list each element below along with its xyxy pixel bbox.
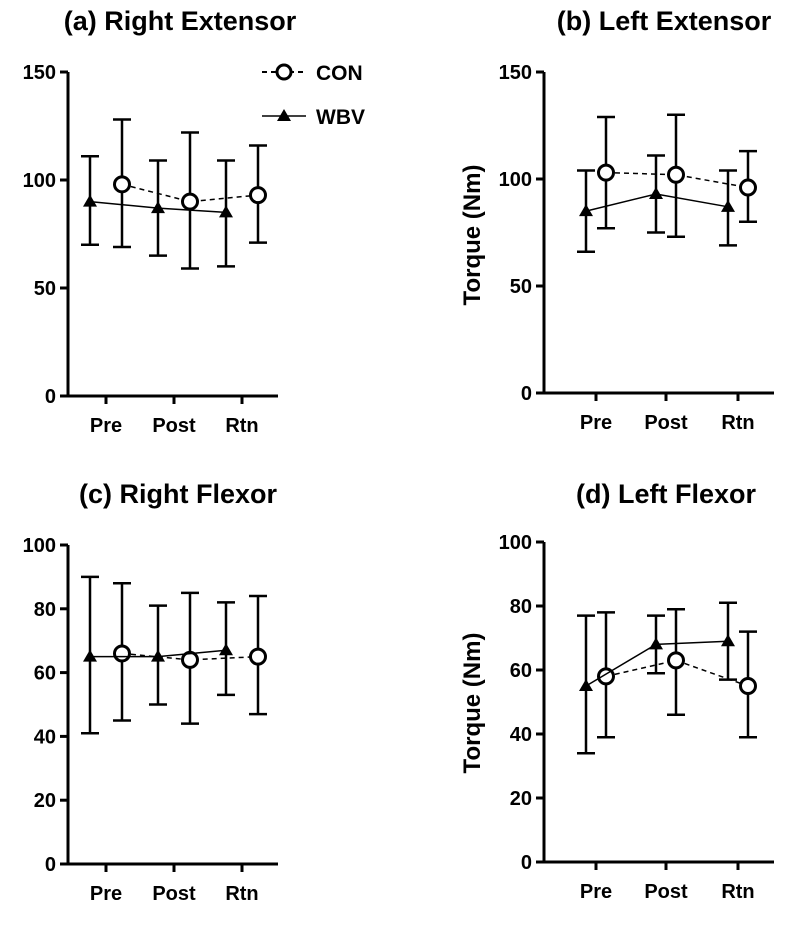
data-point-con <box>597 163 615 182</box>
x-tick-label: Post <box>152 883 196 905</box>
y-tick-label: 80 <box>510 596 532 618</box>
panel-title: (c) Right Flexor <box>79 479 277 509</box>
y-tick-label: 0 <box>45 854 56 876</box>
y-tick-label: 0 <box>521 383 532 405</box>
y-tick-label: 50 <box>510 276 532 298</box>
panel-title: (b) Left Extensor <box>557 6 772 36</box>
data-point-wbv <box>219 643 233 656</box>
data-point-wbv <box>649 637 663 650</box>
x-tick-label: Post <box>152 415 196 437</box>
x-tick-label: Pre <box>580 412 612 434</box>
x-tick-label: Post <box>644 881 688 903</box>
panel-right-extensor: (a) Right Extensor 0 50 100 150 Pre Post Rtn C… <box>23 6 365 437</box>
data-point-wbv <box>649 186 663 199</box>
data-point-con <box>667 165 685 184</box>
legend: CON WBV <box>262 62 365 129</box>
y-tick-label: 100 <box>23 535 56 557</box>
y-tick-label: 40 <box>34 726 56 748</box>
data-point-wbv <box>721 634 735 647</box>
x-tick-label: Pre <box>90 883 122 905</box>
plot-area: 0 20 40 60 80 100 Pre Post Rtn <box>23 535 278 905</box>
data-point-wbv <box>151 649 165 662</box>
data-point-con <box>181 192 199 211</box>
y-tick-label: 150 <box>23 62 56 84</box>
plot-area: 0 20 40 60 80 100 Pre Post Rtn <box>499 532 774 903</box>
data-point-con <box>113 175 131 194</box>
data-point-con <box>739 677 757 695</box>
y-tick-label: 60 <box>34 663 56 685</box>
legend-entry-wbv: WBV <box>316 106 365 129</box>
data-point-wbv <box>83 194 97 207</box>
y-tick-label: 0 <box>45 386 56 408</box>
y-axis-label: Torque (Nm) <box>459 165 486 306</box>
y-tick-label: 150 <box>499 62 532 84</box>
data-point-wbv <box>219 205 233 218</box>
data-point-wbv <box>83 649 97 662</box>
x-tick-label: Rtn <box>721 881 754 903</box>
y-tick-label: 20 <box>34 790 56 812</box>
legend-entry-con: CON <box>316 62 363 85</box>
series-con-line <box>605 171 749 189</box>
y-tick-label: 40 <box>510 724 532 746</box>
legend-wbv-marker <box>277 109 291 121</box>
x-tick-label: Rtn <box>225 883 258 905</box>
data-point-wbv <box>151 201 165 214</box>
data-point-con <box>249 647 267 666</box>
x-tick-label: Pre <box>580 881 612 903</box>
y-tick-label: 100 <box>23 170 56 192</box>
y-tick-label: 60 <box>510 660 532 682</box>
x-tick-label: Pre <box>90 415 122 437</box>
series-con-line <box>121 652 259 661</box>
panel-title: (d) Left Flexor <box>576 479 756 509</box>
y-tick-label: 80 <box>34 599 56 621</box>
data-point-con <box>113 644 131 663</box>
x-tick-label: Rtn <box>225 415 258 437</box>
plot-area: 0 50 100 150 Pre Post Rtn <box>499 62 774 434</box>
y-axis-label: Torque (Nm) <box>459 633 486 774</box>
data-point-wbv <box>579 204 593 217</box>
y-tick-label: 100 <box>499 532 532 554</box>
data-point-con <box>181 650 199 669</box>
panel-title: (a) Right Extensor <box>64 6 297 36</box>
data-point-con <box>739 178 757 197</box>
data-point-con <box>667 651 685 670</box>
y-tick-label: 0 <box>521 852 532 874</box>
panel-left-extensor: (b) Left Extensor Torque (Nm) 0 50 100 150 P… <box>459 6 774 434</box>
plot-area: 0 50 100 150 Pre Post Rtn <box>23 62 278 437</box>
y-tick-label: 50 <box>34 278 56 300</box>
y-tick-label: 20 <box>510 788 532 810</box>
data-point-wbv <box>721 199 735 212</box>
data-point-wbv <box>579 679 593 691</box>
legend-con-marker <box>275 63 293 81</box>
data-point-con <box>249 186 267 205</box>
panel-right-flexor: (c) Right Flexor 0 20 40 60 80 100 Pre Post Rtn <box>23 479 278 905</box>
x-tick-label: Rtn <box>721 412 754 434</box>
panel-left-flexor: (d) Left Flexor Torque (Nm) 0 20 40 60 80 100… <box>459 479 774 903</box>
y-tick-label: 100 <box>499 169 532 191</box>
x-tick-label: Post <box>644 412 688 434</box>
